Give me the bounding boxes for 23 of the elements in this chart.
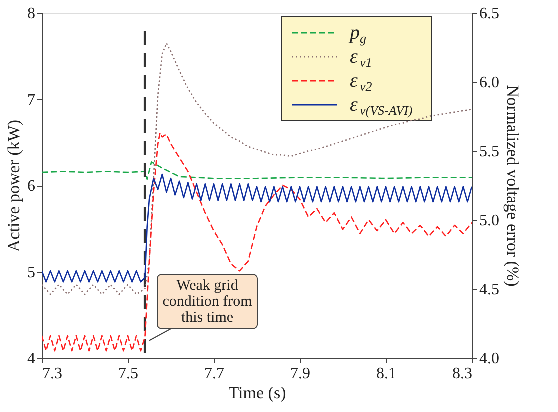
y2-tick-label: 4.0 (480, 350, 500, 368)
x-tick-label: 7.9 (290, 366, 310, 382)
y-tick-label: 4 (28, 350, 36, 368)
y-tick-label: 7 (28, 92, 36, 109)
x-tick-label: 7.3 (42, 366, 62, 382)
x-tick-label: 8.1 (376, 366, 396, 382)
y2-tick-label: 6.0 (480, 74, 500, 92)
line-series (42, 132, 472, 352)
y-axis-title: Active power (kW) (4, 120, 24, 252)
x-tick-label: 7.7 (204, 366, 224, 382)
y-tick-label: 5 (28, 264, 36, 282)
annotation: Weak grid condition from this time (162, 278, 253, 326)
x-tick-label: 8.3 (452, 366, 472, 382)
x-axis-title: Time (s) (228, 384, 286, 402)
x-tick-label: 7.5 (118, 366, 138, 382)
y2-axis-title: Normalized voltage error (%) (504, 85, 522, 287)
line-series (42, 162, 472, 180)
y2-tick-label: 4.5 (480, 282, 500, 298)
y-tick-label: 8 (28, 6, 36, 22)
y2-tick-label: 6.5 (480, 6, 500, 22)
y2-tick-label: 5.0 (480, 212, 500, 230)
y-tick-label: 6 (28, 178, 36, 195)
y2-tick-label: 5.5 (480, 144, 500, 160)
